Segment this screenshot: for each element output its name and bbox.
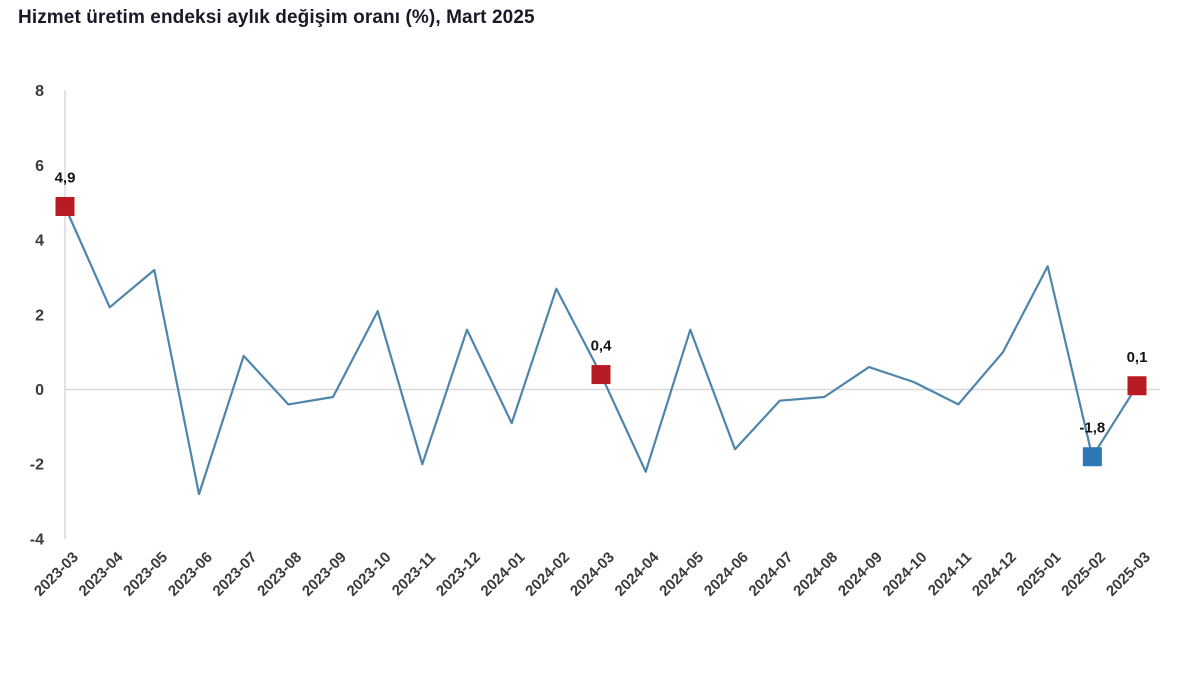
data-point-label: 0,1 <box>1127 349 1148 366</box>
y-tick-label: -2 <box>30 457 44 474</box>
data-point-label: -1,8 <box>1079 420 1105 437</box>
x-tick-label: 2023-06 <box>165 549 216 600</box>
x-tick-label: 2023-09 <box>299 549 350 600</box>
chart-title: Hizmet üretim endeksi aylık değişim oran… <box>18 7 535 28</box>
red-square-marker <box>591 365 611 385</box>
x-tick-label: 2024-06 <box>701 549 752 600</box>
red-square-marker <box>1127 376 1147 396</box>
y-tick-label: 6 <box>35 158 44 175</box>
x-tick-label: 2025-03 <box>1103 549 1154 600</box>
x-tick-label: 2023-11 <box>389 549 439 599</box>
x-tick-label: 2025-01 <box>1014 549 1065 600</box>
x-tick-label: 2023-04 <box>76 548 127 599</box>
x-tick-label: 2024-03 <box>567 549 618 600</box>
blue-square-marker <box>1082 447 1102 467</box>
x-tick-label: 2024-12 <box>969 549 1020 600</box>
y-tick-label: 2 <box>35 307 44 324</box>
x-tick-label: 2024-08 <box>790 549 841 600</box>
y-tick-label: 0 <box>35 382 44 399</box>
y-tick-label: -4 <box>30 531 44 548</box>
x-tick-label: 2024-07 <box>746 549 797 600</box>
x-tick-label: 2023-03 <box>31 549 82 600</box>
y-tick-label: 4 <box>35 233 44 250</box>
x-tick-label: 2024-10 <box>880 549 931 600</box>
x-tick-label: 2024-02 <box>522 549 573 600</box>
x-tick-label: 2024-01 <box>478 549 529 600</box>
x-tick-label: 2024-05 <box>656 549 707 600</box>
x-tick-label: 2023-10 <box>344 549 395 600</box>
x-tick-label: 2024-09 <box>835 549 886 600</box>
y-tick-label: 8 <box>35 83 44 100</box>
data-point-label: 4,9 <box>55 169 76 186</box>
x-tick-label: 2023-12 <box>433 549 484 600</box>
x-tick-label: 2025-02 <box>1058 549 1109 600</box>
x-tick-label: 2024-04 <box>612 548 663 599</box>
x-tick-label: 2023-07 <box>210 549 261 600</box>
x-tick-label: 2023-08 <box>254 549 305 600</box>
x-tick-label: 2024-11 <box>925 549 975 599</box>
data-point-label: 0,4 <box>591 338 613 355</box>
red-square-marker <box>55 196 75 216</box>
x-tick-label: 2023-05 <box>120 549 171 600</box>
